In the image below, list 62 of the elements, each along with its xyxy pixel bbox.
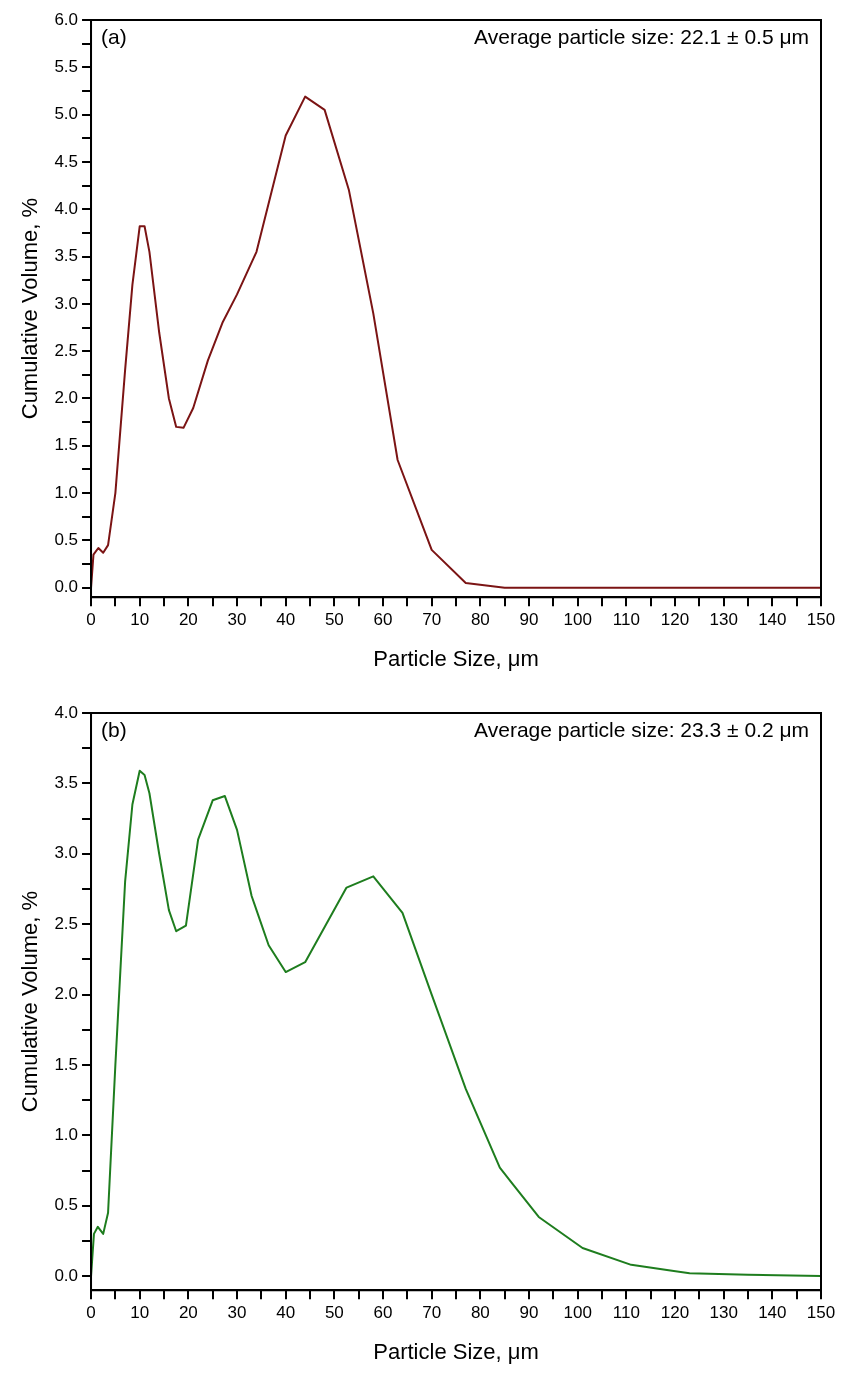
- y-tick-label: 1.5: [54, 435, 79, 455]
- y-axis-title: Cumulative Volume, %: [17, 197, 43, 420]
- y-tick-label: 0.0: [54, 577, 79, 597]
- y-tick-label: 3.0: [54, 293, 79, 313]
- y-tick-label: 1.5: [54, 1054, 79, 1074]
- x-tick-label: 60: [373, 1303, 393, 1323]
- x-tick-label: 0: [86, 1303, 96, 1323]
- x-tick-label: 50: [324, 1303, 344, 1323]
- x-tick-label: 120: [660, 610, 690, 630]
- y-tick-label: 3.5: [54, 246, 79, 266]
- y-tick-label: 1.0: [54, 482, 79, 502]
- y-tick-label: 2.0: [54, 984, 79, 1004]
- x-tick-label: 50: [324, 610, 344, 630]
- x-tick-label: 130: [709, 1303, 738, 1323]
- x-tick-label: 40: [276, 1303, 296, 1323]
- x-tick-label: 60: [373, 610, 393, 630]
- x-tick-label: 90: [519, 1303, 539, 1323]
- annotation: (b): [101, 718, 127, 742]
- x-tick-label: 20: [178, 1303, 198, 1323]
- y-tick-label: 4.0: [54, 702, 79, 722]
- x-tick-label: 70: [422, 610, 442, 630]
- y-tick-label: 0.5: [54, 1195, 79, 1215]
- x-tick-label: 120: [660, 1303, 690, 1323]
- x-tick-label: 150: [806, 610, 836, 630]
- x-axis-title: Particle Size, μm: [373, 1338, 539, 1364]
- x-tick-label: 80: [470, 610, 490, 630]
- y-tick-label: 5.5: [54, 57, 79, 76]
- y-tick-label: 1.0: [54, 1125, 79, 1145]
- y-tick-label: 2.5: [54, 913, 79, 933]
- y-tick-label: 3.5: [54, 773, 79, 793]
- x-tick-label: 70: [422, 1303, 442, 1323]
- y-tick-label: 5.0: [54, 104, 79, 124]
- y-tick-label: 4.0: [54, 198, 79, 218]
- x-axis-title: Particle Size, μm: [373, 645, 539, 671]
- annotation: Average particle size: 22.1 ± 0.5 μm: [474, 25, 809, 49]
- x-tick-label: 30: [227, 1303, 247, 1323]
- annotation: (a): [101, 25, 127, 49]
- y-tick-label: 4.5: [54, 151, 79, 171]
- x-tick-label: 140: [758, 1303, 787, 1323]
- x-tick-label: 40: [276, 610, 296, 630]
- y-tick-label: 0.0: [54, 1265, 79, 1285]
- x-tick-label: 10: [130, 1303, 150, 1323]
- x-tick-label: 130: [709, 610, 738, 630]
- x-tick-label: 30: [227, 610, 247, 630]
- x-tick-label: 110: [612, 610, 640, 630]
- x-tick-label: 100: [563, 610, 592, 630]
- annotation: Average particle size: 23.3 ± 0.2 μm: [474, 718, 809, 742]
- y-tick-label: 2.5: [54, 340, 79, 360]
- y-axis-title: Cumulative Volume, %: [17, 890, 43, 1113]
- x-tick-label: 0: [86, 610, 96, 630]
- x-tick-label: 140: [758, 610, 787, 630]
- y-tick-label: 6.0: [54, 9, 79, 29]
- x-tick-label: 110: [612, 1303, 640, 1323]
- x-tick-label: 10: [130, 610, 150, 630]
- y-tick-label: 2.0: [54, 388, 79, 408]
- x-tick-label: 80: [470, 1303, 490, 1323]
- x-tick-label: 90: [519, 610, 539, 630]
- x-tick-label: 150: [806, 1303, 836, 1323]
- y-tick-label: 3.0: [54, 843, 79, 863]
- y-tick-label: 0.5: [54, 530, 79, 550]
- x-tick-label: 100: [563, 1303, 592, 1323]
- x-tick-label: 20: [178, 610, 198, 630]
